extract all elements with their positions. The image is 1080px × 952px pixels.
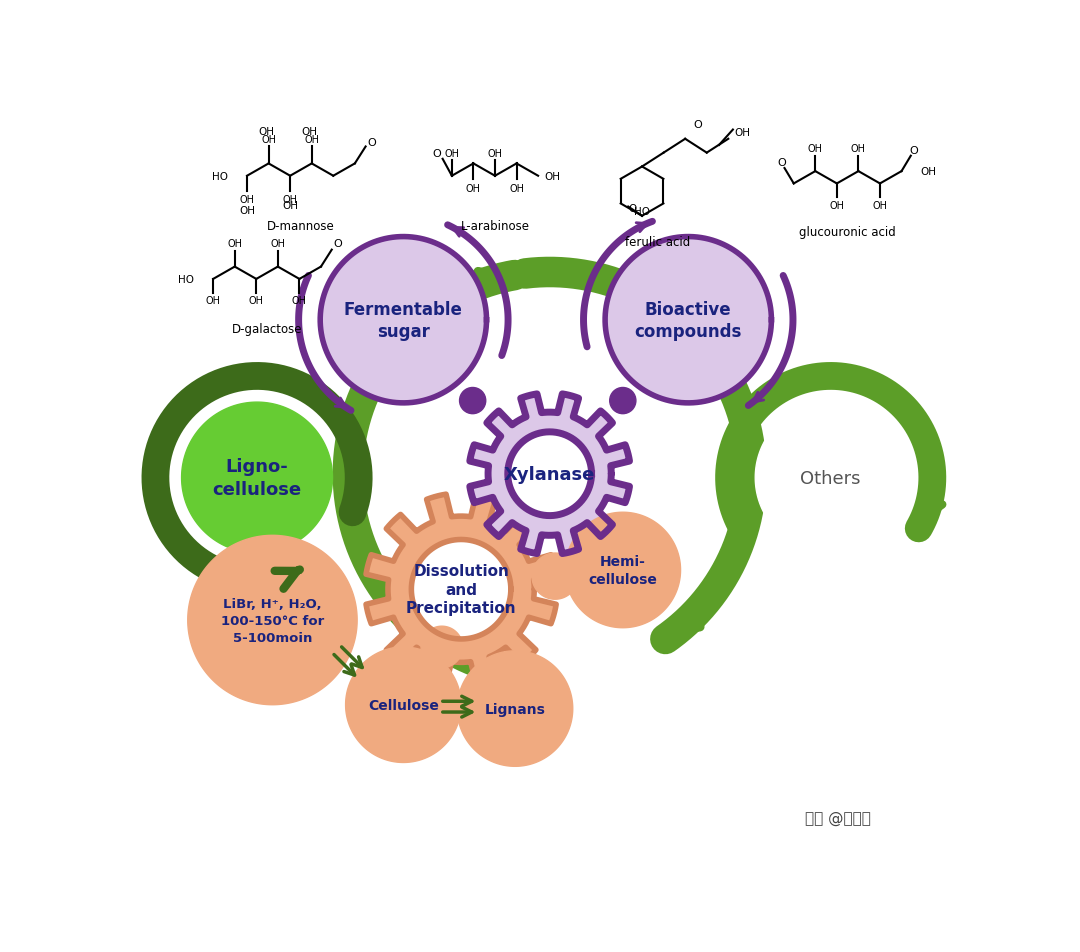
Circle shape	[460, 388, 486, 414]
Text: OH: OH	[734, 128, 751, 138]
Polygon shape	[188, 536, 357, 705]
Text: OH: OH	[487, 149, 502, 158]
Text: glucouronic acid: glucouronic acid	[799, 226, 896, 238]
Polygon shape	[532, 553, 578, 600]
Text: Ligno-
cellulose: Ligno- cellulose	[213, 458, 301, 498]
Polygon shape	[421, 626, 462, 668]
Text: Dissolution
and
Precipitation: Dissolution and Precipitation	[406, 564, 516, 616]
Text: O: O	[909, 146, 918, 155]
Text: OH: OH	[282, 201, 298, 210]
Polygon shape	[366, 495, 556, 684]
Text: OH: OH	[851, 144, 866, 154]
Text: OH: OH	[305, 134, 320, 145]
Text: OH: OH	[465, 184, 481, 194]
Text: D-mannose: D-mannose	[267, 220, 335, 233]
Text: O: O	[693, 120, 702, 130]
Text: D-galactose: D-galactose	[232, 323, 302, 336]
Text: OH: OH	[509, 184, 524, 194]
Text: OH: OH	[239, 207, 255, 216]
Text: OH: OH	[292, 296, 307, 307]
Text: O: O	[777, 158, 786, 168]
Text: HO: HO	[212, 171, 228, 182]
Text: O: O	[627, 204, 636, 214]
Circle shape	[610, 388, 636, 414]
Text: HO: HO	[634, 207, 649, 217]
Text: OH: OH	[444, 149, 459, 158]
Text: O: O	[367, 138, 376, 148]
Text: OH: OH	[283, 194, 298, 205]
Text: L-arabinose: L-arabinose	[460, 220, 529, 233]
Text: O: O	[334, 239, 342, 249]
Text: OH: OH	[258, 127, 274, 137]
Text: OH: OH	[240, 194, 255, 205]
Text: ferulic acid: ferulic acid	[625, 235, 690, 248]
Polygon shape	[470, 394, 630, 554]
Text: Fermentable
sugar: Fermentable sugar	[343, 300, 463, 341]
Text: Xylanase: Xylanase	[504, 466, 595, 484]
Text: Others: Others	[800, 469, 861, 487]
Text: OH: OH	[248, 296, 264, 307]
Text: OH: OH	[270, 239, 285, 249]
Text: 知乎 @守望者: 知乎 @守望者	[806, 810, 872, 825]
Polygon shape	[565, 513, 680, 628]
Text: OH: OH	[920, 167, 936, 177]
Text: OH: OH	[544, 171, 561, 182]
Polygon shape	[457, 651, 572, 766]
Text: OH: OH	[261, 134, 276, 145]
Text: OH: OH	[829, 201, 845, 210]
Text: Lignans: Lignans	[485, 702, 545, 716]
Polygon shape	[320, 237, 486, 404]
Text: HO: HO	[178, 274, 194, 285]
Text: OH: OH	[205, 296, 220, 307]
Text: Bioactive
compounds: Bioactive compounds	[635, 300, 742, 341]
Text: OH: OH	[808, 144, 823, 154]
Polygon shape	[346, 647, 461, 763]
Text: Hemi-
cellulose: Hemi- cellulose	[589, 555, 658, 586]
Polygon shape	[605, 237, 771, 404]
Polygon shape	[755, 403, 906, 553]
Text: Cellulose: Cellulose	[368, 698, 438, 712]
Polygon shape	[411, 540, 511, 640]
Polygon shape	[508, 432, 592, 516]
Text: OH: OH	[301, 127, 318, 137]
Text: OH: OH	[227, 239, 242, 249]
Text: OH: OH	[873, 201, 888, 210]
Text: O: O	[432, 149, 441, 158]
Text: LiBr, H⁺, H₂O,
100-150°C for
5-100moin: LiBr, H⁺, H₂O, 100-150°C for 5-100moin	[220, 597, 324, 644]
Polygon shape	[181, 403, 333, 553]
